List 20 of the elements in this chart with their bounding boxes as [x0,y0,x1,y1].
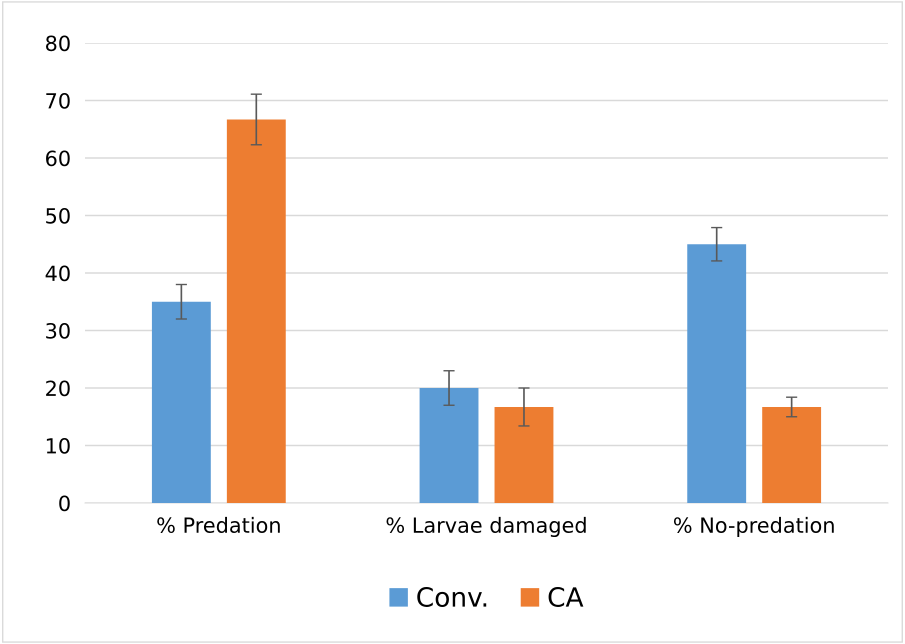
y-tick-label: 30 [46,322,70,339]
legend-label: CA [548,587,584,607]
y-tick-label: 10 [46,438,70,454]
bar [226,119,286,503]
bar [762,406,822,503]
bar [687,244,746,503]
y-tick-label: 0 [59,495,70,512]
y-tick-label: 70 [46,92,70,109]
x-tick-label: % Predation [157,516,280,534]
bar [152,302,211,503]
y-tick-label: 60 [46,150,70,166]
x-tick-label: % No-predation [674,516,834,538]
y-tick-label: 80 [46,35,70,52]
legend-label: Conv. [417,587,486,607]
bar [420,388,478,503]
bar [494,406,554,503]
y-tick-label: 40 [46,265,70,282]
y-tick-label: 20 [46,380,70,396]
x-tick-label: % Larvae damaged [386,516,586,538]
y-tick-label: 50 [46,208,70,224]
